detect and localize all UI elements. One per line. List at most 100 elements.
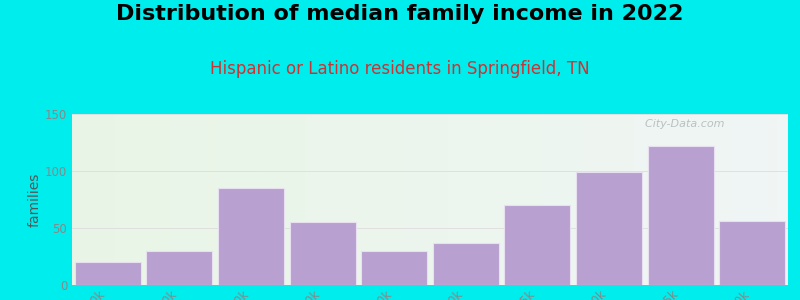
Bar <box>430 114 434 285</box>
Bar <box>717 114 720 285</box>
Bar <box>530 114 534 285</box>
Bar <box>638 114 642 285</box>
Bar <box>594 114 598 285</box>
Bar <box>334 114 337 285</box>
Bar <box>706 114 710 285</box>
Bar <box>785 114 788 285</box>
Bar <box>308 114 312 285</box>
Bar <box>774 114 778 285</box>
Bar <box>498 114 502 285</box>
Bar <box>183 114 186 285</box>
Bar <box>137 114 140 285</box>
Bar <box>502 114 505 285</box>
Bar <box>698 114 702 285</box>
Bar <box>305 114 308 285</box>
Bar <box>358 114 362 285</box>
Bar <box>759 114 763 285</box>
Bar <box>662 114 666 285</box>
Bar <box>409 114 412 285</box>
Bar <box>280 114 283 285</box>
Bar <box>749 114 752 285</box>
Bar <box>376 114 380 285</box>
Bar <box>681 114 684 285</box>
Bar <box>545 114 548 285</box>
Bar <box>254 114 258 285</box>
Bar <box>752 114 756 285</box>
Bar <box>258 114 262 285</box>
Bar <box>82 114 86 285</box>
Bar <box>262 114 266 285</box>
Bar <box>526 114 530 285</box>
Bar <box>104 114 108 285</box>
Bar <box>462 114 466 285</box>
Bar <box>491 114 494 285</box>
Bar <box>101 114 104 285</box>
Bar <box>130 114 133 285</box>
Bar <box>176 114 179 285</box>
Bar <box>362 114 366 285</box>
Bar <box>738 114 742 285</box>
Bar <box>165 114 169 285</box>
Bar <box>144 114 147 285</box>
Bar <box>573 114 577 285</box>
Bar <box>319 114 322 285</box>
Bar <box>240 114 244 285</box>
Bar <box>634 114 638 285</box>
Bar <box>756 114 759 285</box>
Bar <box>433 243 498 285</box>
Bar <box>691 114 695 285</box>
Bar <box>566 114 570 285</box>
Bar <box>781 114 785 285</box>
Bar <box>198 114 201 285</box>
Bar <box>118 114 122 285</box>
Bar <box>598 114 602 285</box>
Bar <box>648 114 652 285</box>
Bar <box>559 114 562 285</box>
Bar <box>75 114 79 285</box>
Bar <box>426 114 430 285</box>
Bar <box>470 114 473 285</box>
Bar <box>416 114 419 285</box>
Bar <box>548 114 552 285</box>
Bar <box>380 114 383 285</box>
Bar <box>394 114 398 285</box>
Bar <box>613 114 616 285</box>
Bar <box>591 114 594 285</box>
Bar <box>201 114 205 285</box>
Bar <box>322 114 326 285</box>
Bar <box>276 114 280 285</box>
Bar <box>623 114 627 285</box>
Text: Distribution of median family income in 2022: Distribution of median family income in … <box>116 4 684 25</box>
Bar <box>494 114 498 285</box>
Bar <box>419 114 423 285</box>
Bar <box>451 114 455 285</box>
Bar <box>702 114 706 285</box>
Bar <box>648 146 714 285</box>
Bar <box>97 114 101 285</box>
Bar <box>434 114 437 285</box>
Bar <box>373 114 376 285</box>
Bar <box>655 114 659 285</box>
Bar <box>480 114 484 285</box>
Bar <box>534 114 538 285</box>
Bar <box>348 114 351 285</box>
Bar <box>387 114 390 285</box>
Bar <box>516 114 519 285</box>
Bar <box>523 114 526 285</box>
Bar <box>505 205 570 285</box>
Bar <box>473 114 477 285</box>
Bar <box>266 114 269 285</box>
Bar <box>290 222 355 285</box>
Bar <box>484 114 487 285</box>
Bar <box>218 114 222 285</box>
Bar <box>79 114 82 285</box>
Bar <box>437 114 441 285</box>
Bar <box>90 114 94 285</box>
Bar <box>205 114 208 285</box>
Bar <box>146 251 212 285</box>
Bar <box>75 262 141 285</box>
Bar <box>620 114 623 285</box>
Bar <box>140 114 144 285</box>
Bar <box>115 114 118 285</box>
Bar <box>212 114 215 285</box>
